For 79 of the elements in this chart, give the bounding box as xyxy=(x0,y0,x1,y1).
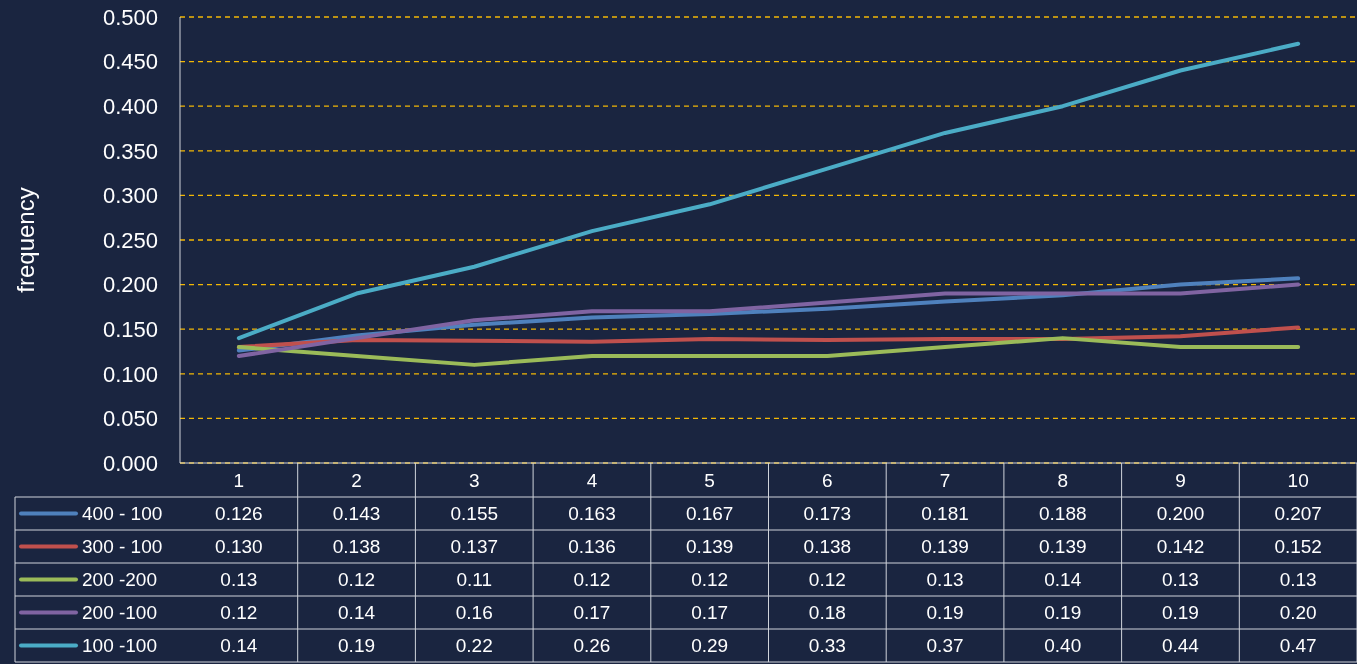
x-tick-label: 5 xyxy=(704,470,715,492)
data-label: 0.12 xyxy=(691,569,729,591)
x-tick-label: 2 xyxy=(351,470,362,492)
data-label: 0.19 xyxy=(1044,602,1082,624)
data-label: 0.14 xyxy=(1044,569,1082,591)
data-label: 0.19 xyxy=(1161,602,1199,624)
data-label: 0.173 xyxy=(803,503,852,525)
data-label: 0.17 xyxy=(573,602,611,624)
data-label: 0.16 xyxy=(455,602,493,624)
y-axis-title: frequency xyxy=(12,187,39,293)
legend-label: 100 -100 xyxy=(82,635,158,657)
x-tick-label: 4 xyxy=(586,470,598,492)
legend-label: 200 -200 xyxy=(82,569,158,591)
legend-label: 300 - 100 xyxy=(82,536,163,558)
x-tick-label: 6 xyxy=(822,470,833,492)
data-label: 0.29 xyxy=(691,635,729,657)
data-label: 0.12 xyxy=(338,569,376,591)
y-tick-label: 0.150 xyxy=(102,316,158,342)
data-label: 0.20 xyxy=(1279,602,1317,624)
data-label: 0.139 xyxy=(685,536,734,558)
data-label: 0.33 xyxy=(808,635,846,657)
data-label: 0.22 xyxy=(455,635,493,657)
data-label: 0.136 xyxy=(568,536,616,558)
data-label: 0.13 xyxy=(220,569,258,591)
x-tick-label: 7 xyxy=(939,470,951,492)
data-label: 0.26 xyxy=(573,635,611,657)
data-label: 0.126 xyxy=(215,503,263,525)
line-series xyxy=(236,41,1301,341)
y-tick-label: 0.100 xyxy=(102,361,158,387)
data-label: 0.13 xyxy=(1279,569,1317,591)
data-label: 0.181 xyxy=(921,503,969,525)
data-label: 0.167 xyxy=(685,503,734,525)
data-label: 0.12 xyxy=(220,602,258,624)
data-label: 0.188 xyxy=(1038,503,1087,525)
y-tick-label: 0.250 xyxy=(102,227,158,253)
data-label: 0.47 xyxy=(1279,635,1317,657)
data-label: 0.207 xyxy=(1274,503,1322,525)
x-tick-label: 1 xyxy=(233,470,245,492)
y-tick-label: 0.500 xyxy=(102,4,158,30)
data-label: 0.14 xyxy=(220,635,258,657)
data-label: 0.37 xyxy=(926,635,964,657)
data-label: 0.40 xyxy=(1044,635,1082,657)
data-label: 0.143 xyxy=(332,503,381,525)
data-label: 0.155 xyxy=(450,503,499,525)
y-tick-label: 0.450 xyxy=(102,49,158,75)
data-label: 0.139 xyxy=(1038,536,1087,558)
data-label: 0.163 xyxy=(568,503,616,525)
data-label: 0.138 xyxy=(803,536,852,558)
legend-label: 400 - 100 xyxy=(82,503,163,525)
y-tick-label: 0.000 xyxy=(102,450,158,476)
data-label: 0.11 xyxy=(456,569,493,591)
data-label: 0.12 xyxy=(808,569,846,591)
x-tick-label: 9 xyxy=(1175,470,1186,492)
y-tick-label: 0.050 xyxy=(102,406,158,432)
data-label: 0.44 xyxy=(1161,635,1200,657)
data-label: 0.138 xyxy=(332,536,381,558)
data-label: 0.13 xyxy=(1161,569,1199,591)
x-tick-label: 10 xyxy=(1287,470,1309,492)
y-tick-label: 0.350 xyxy=(102,138,158,164)
y-tick-label: 0.200 xyxy=(102,272,158,298)
x-tick-label: 3 xyxy=(468,470,480,492)
legend-label: 200 -100 xyxy=(82,602,158,624)
data-label: 0.19 xyxy=(926,602,964,624)
data-label: 0.139 xyxy=(921,536,969,558)
data-label: 0.12 xyxy=(573,569,611,591)
data-label: 0.17 xyxy=(691,602,729,624)
data-label: 0.14 xyxy=(338,602,376,624)
line-series xyxy=(236,336,1301,367)
data-label: 0.13 xyxy=(926,569,964,591)
data-label: 0.142 xyxy=(1156,536,1205,558)
data-label: 0.152 xyxy=(1274,536,1322,558)
data-label: 0.19 xyxy=(338,635,376,657)
data-label: 0.137 xyxy=(450,536,499,558)
data-label: 0.200 xyxy=(1156,503,1205,525)
data-label: 0.18 xyxy=(808,602,846,624)
y-tick-label: 0.300 xyxy=(102,183,158,209)
x-tick-label: 8 xyxy=(1057,470,1069,492)
y-tick-label: 0.400 xyxy=(102,93,158,119)
data-label: 0.130 xyxy=(215,536,263,558)
